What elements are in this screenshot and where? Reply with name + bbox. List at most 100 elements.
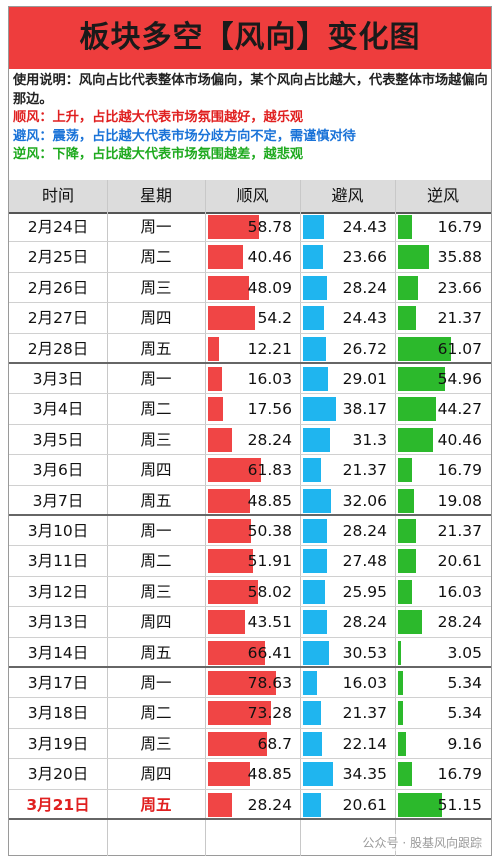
date-cell: 3月21日: [26, 795, 90, 814]
date-cell: 2月24日: [27, 218, 89, 236]
mid-cell: 23.66: [300, 242, 393, 272]
date-cell: 3月4日: [32, 400, 84, 419]
down-cell: 16.03: [395, 577, 488, 607]
mid-cell: 28.24: [300, 273, 393, 303]
weekday-cell: 周二: [140, 248, 172, 267]
up-bar: [208, 640, 266, 665]
mid-value: 21.37: [342, 461, 387, 480]
up-bar: [208, 762, 250, 787]
up-cell: 28.24: [205, 790, 298, 820]
up-cell: 16.03: [205, 364, 298, 394]
table-row: 3月19日 周三 68.7 22.14 9.16: [9, 729, 491, 760]
up-bar: [208, 275, 250, 300]
usage-note: 使用说明：风向占比代表整体市场偏向，某个风向占比越大，代表整体市场越偏向那边。: [13, 73, 488, 107]
down-bar: [398, 671, 403, 695]
mid-cell: 29.01: [300, 364, 393, 394]
up-cell: 58.02: [205, 577, 298, 607]
column-divider: [205, 180, 206, 856]
up-bar: [208, 458, 262, 483]
table-row: 2月26日 周三 48.09 28.24 23.66: [9, 273, 491, 304]
mid-value: 22.14: [342, 734, 387, 753]
mid-value: 26.72: [342, 339, 387, 358]
weekday-cell: 周五: [140, 643, 172, 662]
down-cell: 3.05: [395, 638, 488, 668]
down-cell: 5.34: [395, 698, 488, 728]
mid-cell: 38.17: [300, 394, 393, 424]
down-bar: [398, 731, 406, 756]
up-value: 48.85: [247, 491, 292, 510]
mid-value: 27.48: [342, 552, 387, 571]
up-cell: 48.85: [205, 486, 298, 516]
mid-cell: 22.14: [300, 729, 393, 759]
table-row: 3月17日 周一 78.63 16.03 5.34: [9, 668, 491, 699]
mid-bar: [303, 275, 328, 300]
up-bar: [208, 306, 255, 331]
date-cell: 3月20日: [27, 765, 89, 784]
mid-value: 21.37: [342, 704, 387, 723]
down-cell: 40.46: [395, 425, 488, 455]
down-legend-note: 逆风：下降，占比越大代表市场氛围越差，越悲观: [13, 147, 304, 162]
up-value: 68.7: [257, 734, 292, 753]
mid-bar: [303, 762, 333, 787]
down-bar: [398, 610, 423, 635]
down-bar: [398, 549, 416, 574]
mid-cell: 20.61: [300, 790, 393, 820]
down-cell: 28.24: [395, 607, 488, 637]
down-value: 40.46: [437, 430, 482, 449]
date-cell: 3月11日: [27, 552, 89, 571]
mid-bar: [303, 427, 330, 452]
table-row: 2月24日 周一 58.78 24.43 16.79: [9, 212, 491, 243]
mid-value: 32.06: [342, 491, 387, 510]
weekday-cell: 周四: [140, 765, 172, 784]
weekday-cell: 周一: [140, 370, 172, 388]
up-value: 40.46: [247, 248, 292, 267]
weekday-cell: 周五: [140, 339, 172, 358]
date-cell: 3月14日: [27, 643, 89, 662]
down-bar: [398, 458, 413, 483]
date-cell: 2月28日: [27, 339, 89, 358]
down-value: 51.15: [437, 795, 482, 814]
down-cell: 23.66: [395, 273, 488, 303]
column-divider: [395, 180, 396, 856]
mid-value: 28.24: [342, 522, 387, 540]
up-value: 28.24: [247, 430, 292, 449]
weekday-cell: 周五: [140, 795, 172, 814]
weekday-cell: 周三: [140, 430, 172, 449]
weekday-cell: 周四: [140, 309, 172, 328]
down-value: 28.24: [437, 613, 482, 632]
up-bar: [208, 245, 243, 270]
weekday-cell: 周一: [140, 674, 172, 692]
mid-bar: [303, 306, 324, 331]
table-row: 3月10日 周一 50.38 28.24 21.37: [9, 516, 491, 547]
up-bar: [208, 367, 222, 391]
weekday-cell: 周三: [140, 734, 172, 753]
watermark: 公众号 · 股基风向跟踪: [362, 834, 482, 851]
mid-cell: 31.3: [300, 425, 393, 455]
down-cell: 16.79: [395, 455, 488, 485]
up-bar: [208, 701, 272, 726]
column-divider: [107, 180, 108, 856]
mid-value: 28.24: [342, 278, 387, 297]
up-cell: 61.83: [205, 455, 298, 485]
date-cell: 3月3日: [32, 370, 84, 388]
date-cell: 2月25日: [27, 248, 89, 267]
up-cell: 78.63: [205, 668, 298, 698]
table-row: 3月14日 周五 66.41 30.53 3.05: [9, 638, 491, 668]
date-cell: 3月19日: [27, 734, 89, 753]
up-value: 17.56: [247, 400, 292, 419]
up-value: 78.63: [247, 674, 292, 692]
weekday-cell: 周二: [140, 552, 172, 571]
down-cell: 61.07: [395, 334, 488, 364]
up-value: 43.51: [247, 613, 292, 632]
mid-value: 34.35: [342, 765, 387, 784]
mid-cell: 28.24: [300, 607, 393, 637]
mid-value: 25.95: [342, 582, 387, 601]
mid-value: 38.17: [342, 400, 387, 419]
weekday-cell: 周五: [140, 491, 172, 510]
up-legend-note: 顺风：上升，占比越大代表市场氛围越好，越乐观: [13, 110, 304, 125]
up-value: 16.03: [247, 370, 292, 388]
down-bar: [398, 519, 417, 543]
up-value: 28.24: [247, 795, 292, 814]
down-value: 20.61: [437, 552, 482, 571]
up-bar: [208, 731, 268, 756]
